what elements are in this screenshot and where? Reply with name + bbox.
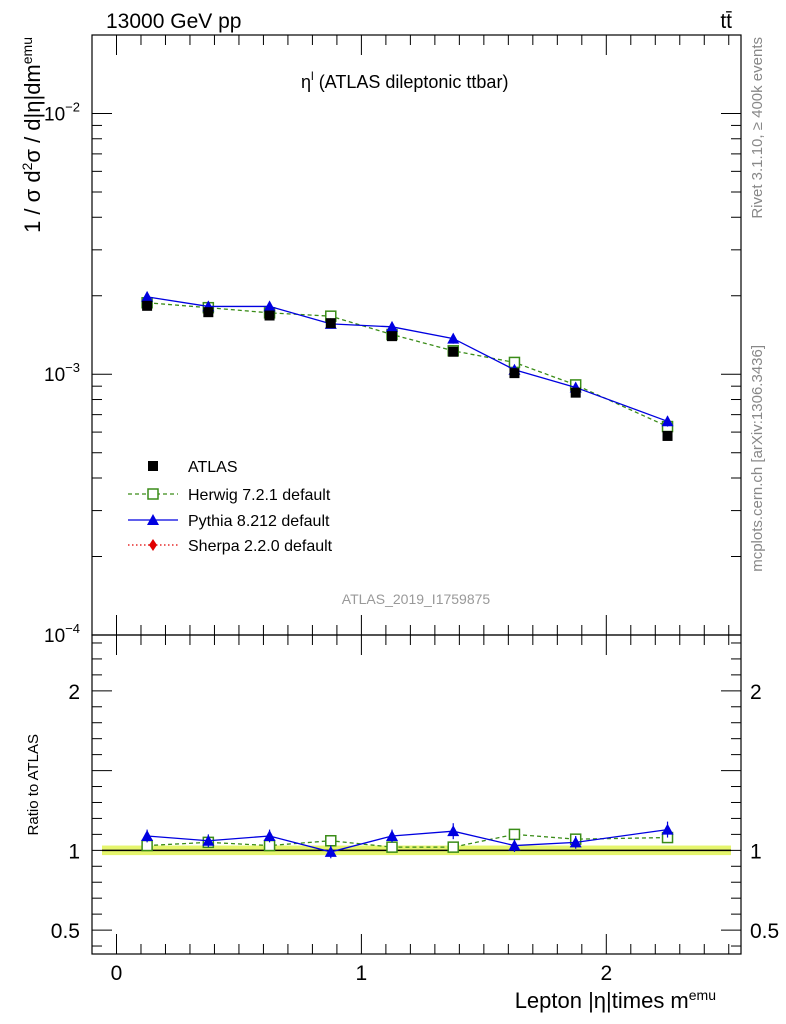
svg-text:10−2: 10−2: [44, 99, 80, 125]
main-axis-ticks: [92, 34, 741, 636]
point-atlas: [142, 300, 153, 311]
main-ytick-label-3: 10−4: [44, 621, 80, 647]
ratio-point-pythia: [661, 823, 674, 835]
ratio-point-herwig: [325, 835, 337, 847]
legend-marker-sherpa: [149, 539, 157, 551]
point-atlas: [264, 310, 275, 321]
plot-title: ηl (ATLAS dileptonic ttbar): [301, 69, 508, 92]
ratio-axis-title: Ratio to ATLAS: [25, 734, 42, 835]
ratio-point-pythia: [386, 829, 399, 841]
legend-marker-herwig: [147, 488, 159, 500]
point-atlas: [203, 307, 214, 318]
rivet-version-label: Rivet 3.1.10, ≥ 400k events: [749, 37, 766, 219]
point-pythia: [141, 290, 154, 302]
xtick-label-1: 1: [356, 962, 368, 985]
legend: ATLAS Herwig 7.2.1 default Pythia 8.212 …: [128, 459, 333, 555]
series-line-herwig: [147, 302, 668, 428]
ratio-series-layer: [141, 821, 674, 859]
ratio-ytick-label-right-0.5: 0.5: [750, 920, 779, 943]
ratio-point-pythia: [508, 839, 521, 851]
x-axis-ticks: [91, 35, 730, 954]
xtick-label-2: 2: [600, 962, 612, 985]
collision-energy-label: 13000 GeV pp: [106, 10, 241, 33]
ratio-point-herwig: [508, 828, 521, 841]
ratio-plot-frame: [91, 634, 742, 955]
svg-text:10−4: 10−4: [44, 621, 80, 647]
ratio-axis-ticks: [92, 642, 741, 947]
xtick-label-0: 0: [111, 962, 123, 985]
point-pythia: [661, 415, 674, 427]
ratio-ytick-label-left-1: 1: [68, 840, 80, 863]
ratio-ytick-label-left-2: 2: [68, 681, 80, 704]
main-ytick-label-1: 10−2: [44, 99, 80, 125]
legend-label-atlas: ATLAS: [188, 459, 238, 476]
point-pythia: [386, 320, 399, 332]
ratio-point-herwig: [386, 841, 398, 853]
ratio-ytick-label-right-1: 1: [750, 840, 762, 863]
x-axis-title: Lepton |η|times memu: [515, 987, 716, 1013]
process-label: tt̄: [720, 10, 732, 33]
legend-entry-pythia: Pythia 8.212 default: [128, 513, 330, 530]
ratio-point-herwig: [447, 841, 459, 853]
ratio-ytick-label-right-2: 2: [750, 681, 762, 704]
point-atlas: [387, 331, 398, 342]
legend-entry-sherpa: Sherpa 2.2.0 default: [128, 538, 333, 555]
ratio-point-pythia: [447, 825, 460, 837]
mcplots-label: mcplots.cern.ch [arXiv:1306.3436]: [749, 345, 766, 572]
y-axis-title: 1 / σ d2σ / d|η|dmemu: [19, 37, 45, 233]
point-atlas: [448, 346, 459, 357]
ratio-point-pythia: [324, 845, 337, 857]
legend-entry-herwig: Herwig 7.2.1 default: [128, 487, 331, 504]
legend-label-sherpa: Sherpa 2.2.0 default: [188, 538, 333, 555]
analysis-id-label: ATLAS_2019_I1759875: [342, 591, 491, 607]
legend-label-herwig: Herwig 7.2.1 default: [188, 487, 331, 504]
point-pythia: [263, 300, 276, 312]
ratio-point-pythia: [263, 829, 276, 841]
ratio-point-pythia: [202, 834, 215, 846]
point-atlas: [325, 318, 336, 329]
point-pythia: [447, 332, 460, 344]
ratio-point-pythia: [141, 829, 154, 841]
point-atlas: [509, 368, 520, 379]
legend-marker-pythia: [147, 514, 159, 525]
series-line-pythia: [147, 296, 668, 422]
main-series-layer: [141, 290, 674, 441]
ratio-ytick-label-left-0.5: 0.5: [51, 920, 80, 943]
legend-marker-atlas: [148, 461, 158, 471]
point-atlas: [570, 387, 581, 398]
ratio-point-pythia: [569, 836, 582, 848]
legend-label-pythia: Pythia 8.212 default: [188, 513, 330, 530]
point-atlas: [662, 430, 673, 441]
legend-entry-atlas: ATLAS: [148, 459, 238, 476]
svg-text:10−3: 10−3: [44, 360, 80, 386]
main-ytick-label-2: 10−3: [44, 360, 80, 386]
